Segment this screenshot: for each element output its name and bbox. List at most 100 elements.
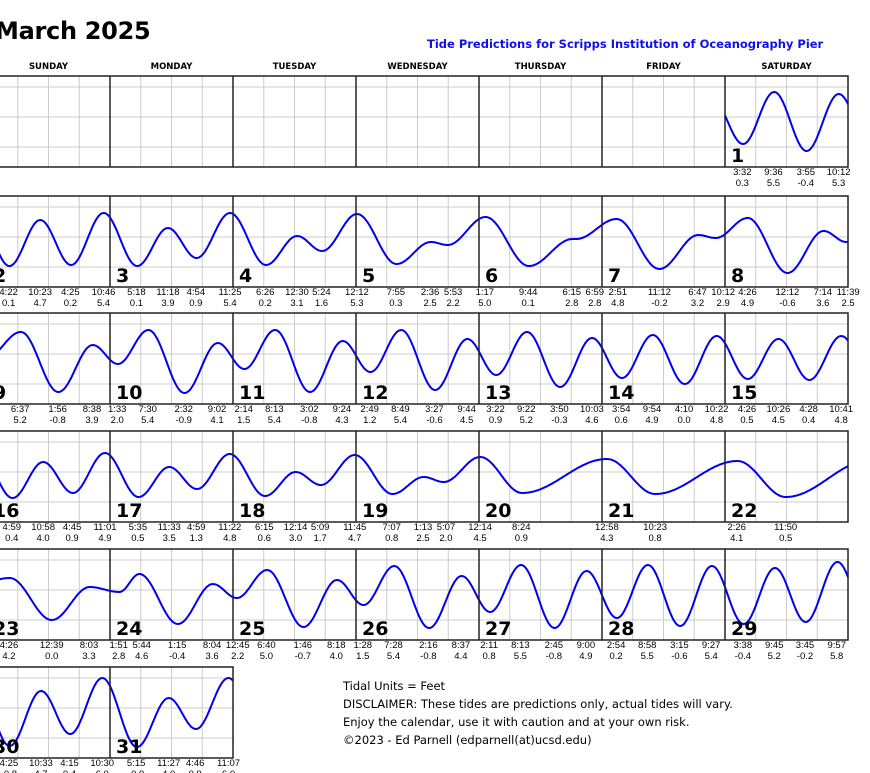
tide-height: 0.4 bbox=[802, 414, 816, 426]
tide-height: 4.9 bbox=[579, 650, 593, 662]
tide-time: 6:26 bbox=[255, 287, 275, 298]
tide-time: 2:32 bbox=[174, 404, 193, 415]
tide-extreme-label: 12:39 0.0 bbox=[40, 640, 64, 662]
tide-height: 5.2 bbox=[519, 414, 533, 426]
tide-extreme-label: 12:12 5.3 bbox=[345, 287, 369, 309]
tide-time: 11:25 bbox=[218, 287, 242, 298]
tide-time: 7:28 bbox=[384, 640, 403, 651]
tide-height: 0.8 bbox=[482, 650, 496, 662]
tide-extreme-label: 6:15 2.8 bbox=[563, 287, 582, 309]
weekday-friday: FRIDAY bbox=[646, 62, 681, 72]
tide-time: 1:46 bbox=[293, 640, 313, 651]
tide-height: 0.9 bbox=[189, 297, 203, 309]
tide-extreme-label: 1:17 5.0 bbox=[475, 287, 495, 309]
tide-height: 0.8 bbox=[385, 532, 399, 544]
tide-time: 2:45 bbox=[544, 640, 564, 651]
tide-time: 1:17 bbox=[475, 287, 495, 298]
tide-extreme-label: 12:14 3.0 bbox=[284, 522, 308, 544]
tide-time: 4:25 bbox=[0, 758, 19, 769]
tide-extreme-label: 3:32 0.3 bbox=[733, 167, 752, 189]
tide-time: 9:44 bbox=[457, 404, 476, 415]
day-number: 29 bbox=[731, 618, 758, 640]
tide-height: 4.6 bbox=[585, 414, 599, 426]
tide-extreme-label: 5:35 0.5 bbox=[129, 522, 148, 544]
tide-extreme-label: 2:45 -0.8 bbox=[544, 640, 564, 662]
tide-curve bbox=[0, 211, 849, 274]
tide-height: 0.9 bbox=[514, 532, 528, 544]
tide-height: 0.3 bbox=[735, 177, 749, 189]
tide-height: 3.6 bbox=[816, 297, 830, 309]
tide-time: 11:22 bbox=[218, 522, 242, 533]
tide-time: 3:54 bbox=[611, 404, 631, 415]
tide-time: 6:37 bbox=[10, 404, 30, 415]
tide-time: 5:15 bbox=[126, 758, 146, 769]
tide-height: 4.9 bbox=[98, 532, 112, 544]
tide-extreme-label: 9:00 4.9 bbox=[577, 640, 596, 662]
tide-extreme-label: 9:45 5.2 bbox=[765, 640, 784, 662]
weekday-thursday: THURSDAY bbox=[514, 62, 567, 72]
day-number: 21 bbox=[608, 500, 635, 522]
tide-time: 12:58 bbox=[594, 522, 619, 533]
tide-time: 11:12 bbox=[647, 287, 671, 298]
day-number: 12 bbox=[362, 382, 389, 404]
day-number: 14 bbox=[608, 382, 635, 404]
tide-height: 3.2 bbox=[690, 297, 705, 309]
tide-time: 10:12 bbox=[826, 167, 851, 178]
tide-time: 10:22 bbox=[704, 404, 729, 415]
tide-height: -0.9 bbox=[175, 414, 192, 426]
tide-time: 3:22 bbox=[486, 404, 505, 415]
tide-extreme-label: 2:11 0.8 bbox=[480, 640, 498, 662]
tide-time: 1:33 bbox=[107, 404, 127, 415]
day-number: 31 bbox=[116, 736, 143, 758]
tide-extreme-label: 3:02 -0.8 bbox=[300, 404, 319, 426]
tide-time: 12:45 bbox=[225, 640, 250, 651]
tide-time: 9:27 bbox=[701, 640, 721, 651]
tide-height: 0.0 bbox=[677, 414, 691, 426]
tide-time: 8:38 bbox=[82, 404, 102, 415]
tide-time: 2:14 bbox=[234, 404, 253, 415]
day-number: 17 bbox=[116, 500, 143, 522]
tide-time: 10:46 bbox=[91, 287, 116, 298]
tide-height: 3.6 bbox=[205, 650, 219, 662]
tide-height: 0.1 bbox=[521, 297, 535, 309]
tide-extreme-label: 11:33 3.5 bbox=[158, 522, 181, 544]
tide-extreme-label: 11:50 0.5 bbox=[774, 522, 797, 544]
day-number: 1 bbox=[731, 145, 745, 167]
tide-curve bbox=[0, 328, 849, 394]
tide-extreme-label: 11:45 4.7 bbox=[343, 522, 367, 544]
tide-height: 3.5 bbox=[162, 532, 176, 544]
tide-height: -0.2 bbox=[651, 297, 668, 309]
tide-extreme-label: 10:12 5.3 bbox=[826, 167, 851, 189]
tide-curve bbox=[724, 90, 849, 152]
tide-extreme-label: 11:01 4.9 bbox=[93, 522, 116, 544]
tide-time: 1:13 bbox=[413, 522, 433, 533]
tide-height: 4.1 bbox=[730, 532, 744, 544]
weekday-monday: MONDAY bbox=[150, 62, 193, 72]
tide-time: 10:23 bbox=[643, 522, 667, 533]
usage-note: Enjoy the calendar, use it with caution … bbox=[343, 715, 690, 729]
week-row-4 bbox=[0, 430, 849, 523]
day-number: 24 bbox=[116, 618, 143, 640]
month-title: March 2025 bbox=[0, 17, 151, 45]
tide-extreme-label: 3:45 -0.2 bbox=[796, 640, 815, 662]
tide-time: 5:44 bbox=[132, 640, 151, 651]
tide-time: 6:59 bbox=[585, 287, 605, 298]
day-number: 13 bbox=[485, 382, 512, 404]
tide-extreme-label: 1:15 -0.4 bbox=[168, 640, 187, 662]
tide-height: -0.4 bbox=[797, 177, 814, 189]
tide-height: 4.7 bbox=[33, 297, 47, 309]
tide-height: 0.4 bbox=[5, 532, 19, 544]
tide-extreme-label: 2:54 0.2 bbox=[607, 640, 626, 662]
tide-extreme-label: 6:26 0.2 bbox=[255, 287, 275, 309]
tide-extreme-label: 4:25 0.2 bbox=[61, 287, 80, 309]
tide-time: 3:50 bbox=[550, 404, 569, 415]
tide-extreme-label: 10:306.0 bbox=[90, 758, 114, 773]
tide-height: 5.4 bbox=[96, 297, 111, 309]
tide-height: 1.5 bbox=[237, 414, 251, 426]
tide-time: 11:45 bbox=[343, 522, 367, 533]
tide-height: 5.5 bbox=[513, 650, 527, 662]
tide-time: 3:38 bbox=[733, 640, 753, 651]
tide-extreme-label: 11:274.0 bbox=[157, 758, 180, 773]
tide-extreme-label: 5:24 1.6 bbox=[312, 287, 331, 309]
tide-height: 5.4 bbox=[141, 414, 155, 426]
